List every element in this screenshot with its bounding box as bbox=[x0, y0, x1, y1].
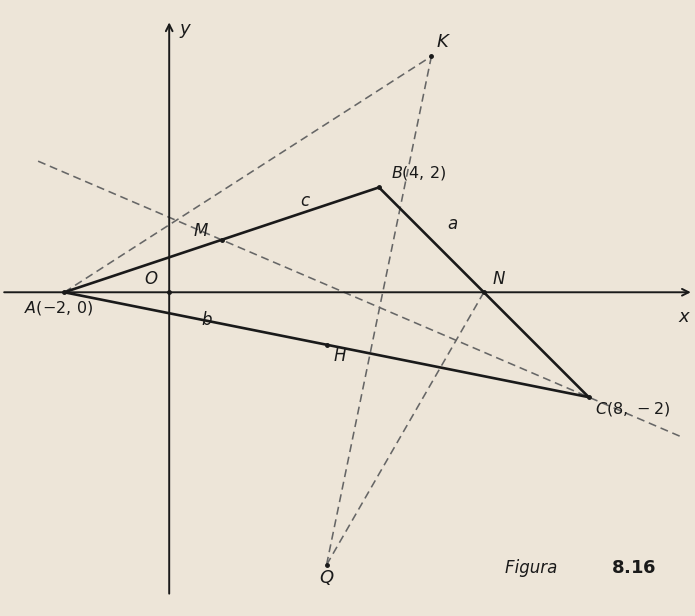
Text: Figura: Figura bbox=[505, 559, 562, 577]
Text: $O$: $O$ bbox=[145, 270, 158, 288]
Text: $b$: $b$ bbox=[201, 311, 213, 329]
Text: $A(-2,\,0)$: $A(-2,\,0)$ bbox=[24, 299, 94, 317]
Text: $K$: $K$ bbox=[436, 33, 450, 51]
Text: $H$: $H$ bbox=[333, 347, 347, 365]
Text: $\mathbf{8.16}$: $\mathbf{8.16}$ bbox=[612, 559, 657, 577]
Text: $N$: $N$ bbox=[492, 270, 506, 288]
Text: $Q$: $Q$ bbox=[319, 569, 334, 587]
Text: $y$: $y$ bbox=[179, 22, 192, 40]
Text: $a$: $a$ bbox=[447, 216, 458, 233]
Text: $c$: $c$ bbox=[300, 192, 311, 209]
Text: $C(8,\,-2)$: $C(8,\,-2)$ bbox=[595, 400, 670, 418]
Text: $x$: $x$ bbox=[678, 308, 691, 326]
Text: $B(4,\,2)$: $B(4,\,2)$ bbox=[391, 164, 445, 182]
Text: $M$: $M$ bbox=[193, 222, 208, 240]
